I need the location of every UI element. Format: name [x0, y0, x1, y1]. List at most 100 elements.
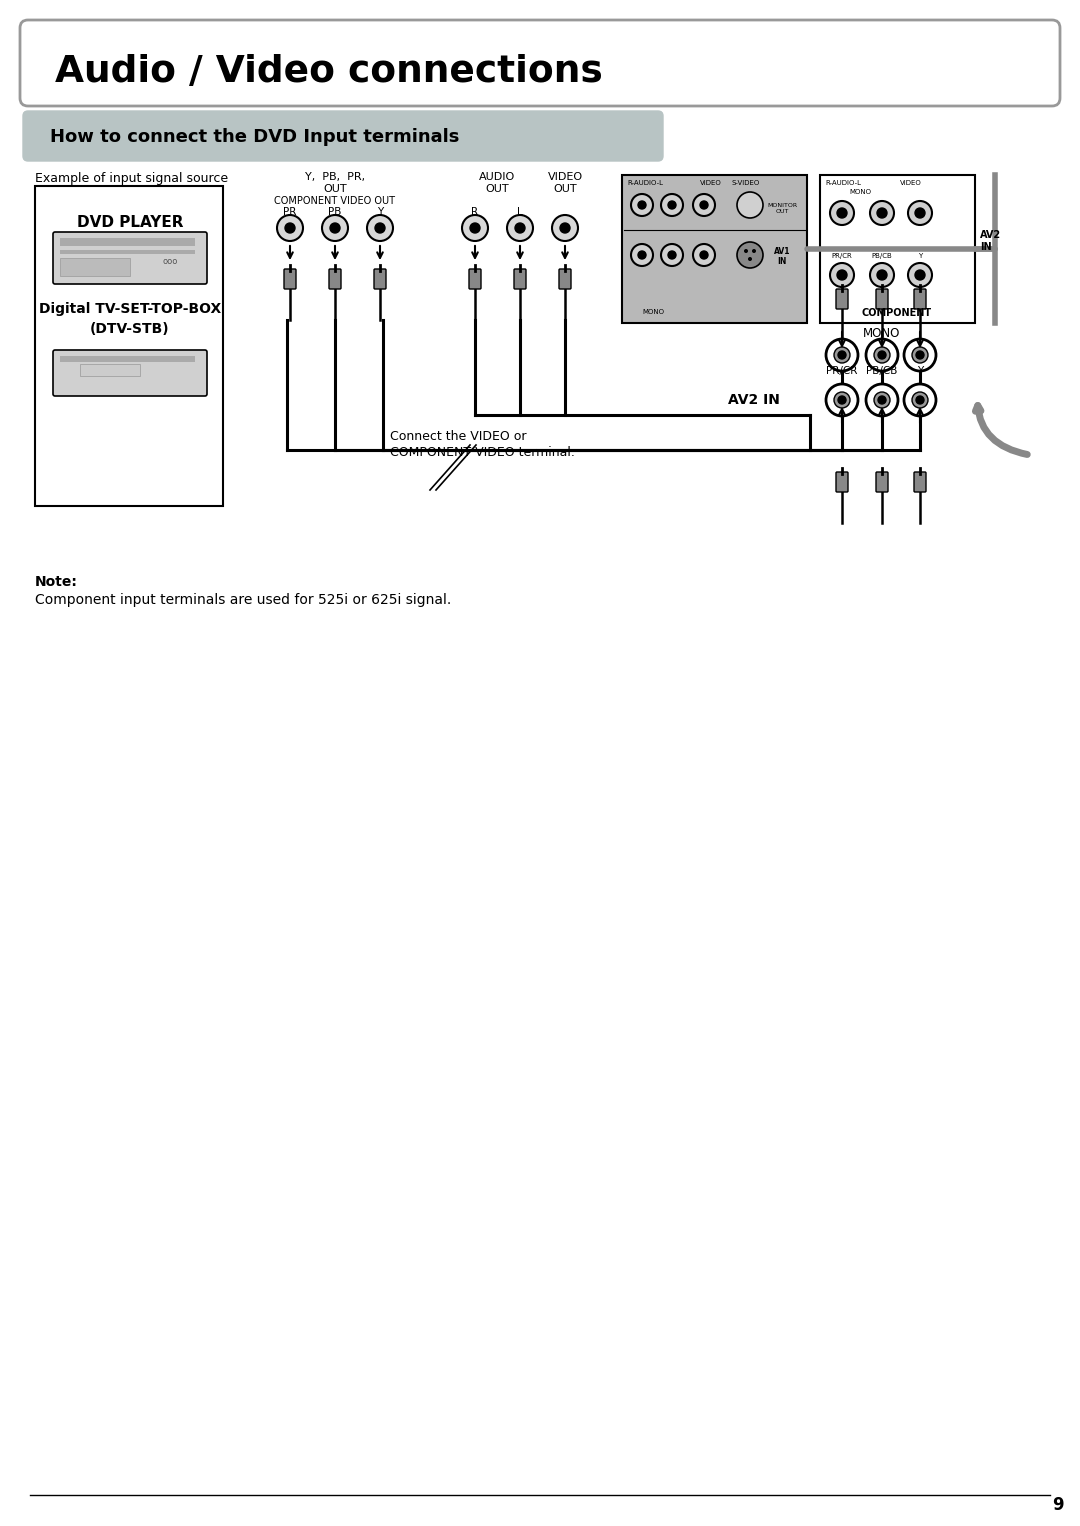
Circle shape [462, 215, 488, 241]
FancyBboxPatch shape [469, 269, 481, 288]
Circle shape [737, 192, 762, 218]
Text: VIDEO: VIDEO [700, 180, 721, 186]
Circle shape [916, 351, 924, 359]
Text: AUDIO: AUDIO [478, 172, 515, 182]
Circle shape [877, 208, 887, 218]
Circle shape [507, 215, 534, 241]
Text: S-VIDEO: S-VIDEO [732, 180, 760, 186]
FancyBboxPatch shape [284, 269, 296, 288]
FancyBboxPatch shape [53, 232, 207, 284]
Text: VIDEO: VIDEO [900, 180, 921, 186]
Text: Y: Y [377, 208, 383, 217]
Circle shape [276, 215, 303, 241]
Circle shape [693, 244, 715, 266]
FancyBboxPatch shape [914, 288, 926, 308]
FancyBboxPatch shape [514, 269, 526, 288]
Text: OUT: OUT [485, 185, 509, 194]
FancyBboxPatch shape [914, 472, 926, 491]
Circle shape [552, 215, 578, 241]
Text: (DTV-STB): (DTV-STB) [91, 322, 170, 336]
FancyBboxPatch shape [876, 472, 888, 491]
Text: R-AUDIO-L: R-AUDIO-L [627, 180, 663, 186]
Text: How to connect the DVD Input terminals: How to connect the DVD Input terminals [50, 128, 459, 146]
Circle shape [834, 392, 850, 407]
Circle shape [748, 256, 752, 261]
Circle shape [866, 339, 897, 371]
Text: PB/CB: PB/CB [866, 366, 897, 375]
Text: ooo: ooo [163, 258, 178, 267]
Text: R-AUDIO-L: R-AUDIO-L [825, 180, 861, 186]
Text: Example of input signal source: Example of input signal source [35, 172, 228, 185]
Text: PR/CR: PR/CR [826, 366, 858, 375]
Circle shape [661, 244, 683, 266]
Text: OUT: OUT [553, 185, 577, 194]
Text: DVD PLAYER: DVD PLAYER [77, 215, 184, 230]
Circle shape [916, 397, 924, 404]
Text: IN: IN [980, 243, 991, 252]
Text: R: R [472, 208, 478, 217]
Circle shape [908, 201, 932, 224]
Circle shape [838, 351, 846, 359]
Text: AV2: AV2 [980, 230, 1001, 240]
Text: Connect the VIDEO or: Connect the VIDEO or [390, 430, 527, 443]
Circle shape [915, 208, 924, 218]
FancyBboxPatch shape [23, 111, 663, 162]
Circle shape [561, 223, 570, 233]
Circle shape [638, 250, 646, 259]
Circle shape [693, 194, 715, 217]
Text: MONO: MONO [863, 327, 901, 340]
Circle shape [877, 270, 887, 279]
FancyBboxPatch shape [374, 269, 386, 288]
Bar [60, 356, 195, 362]
Text: MONITOR
OUT: MONITOR OUT [767, 203, 797, 214]
Text: 9: 9 [1052, 1495, 1064, 1514]
Text: MONO: MONO [849, 189, 870, 195]
Circle shape [866, 385, 897, 417]
Text: OUT: OUT [323, 185, 347, 194]
Circle shape [631, 244, 653, 266]
Text: MONO: MONO [642, 308, 664, 314]
Circle shape [912, 346, 928, 363]
FancyBboxPatch shape [21, 20, 1059, 105]
Text: Y,  PB,  PR,: Y, PB, PR, [305, 172, 365, 182]
Circle shape [838, 397, 846, 404]
Circle shape [915, 270, 924, 279]
Circle shape [375, 223, 384, 233]
Text: Y: Y [917, 366, 923, 375]
Circle shape [874, 346, 890, 363]
Circle shape [744, 249, 748, 253]
Text: COMPONENT VIDEO OUT: COMPONENT VIDEO OUT [274, 195, 395, 206]
Bar [622, 175, 807, 324]
Text: Digital TV-SET-TOP-BOX: Digital TV-SET-TOP-BOX [39, 302, 221, 316]
Circle shape [367, 215, 393, 241]
Circle shape [669, 201, 676, 209]
Circle shape [631, 194, 653, 217]
Bar [60, 258, 130, 276]
Text: Audio / Video connections: Audio / Video connections [55, 53, 603, 90]
Circle shape [700, 250, 708, 259]
FancyBboxPatch shape [53, 349, 207, 397]
Circle shape [826, 385, 858, 417]
Circle shape [737, 243, 762, 269]
Circle shape [878, 397, 886, 404]
Text: AV1
IN: AV1 IN [773, 247, 791, 267]
Circle shape [834, 346, 850, 363]
Text: PR/CR: PR/CR [832, 253, 852, 259]
Text: PB/CB: PB/CB [872, 253, 892, 259]
Circle shape [831, 201, 854, 224]
Circle shape [700, 201, 708, 209]
FancyBboxPatch shape [329, 269, 341, 288]
Text: L: L [517, 208, 523, 217]
Circle shape [870, 262, 894, 287]
Circle shape [837, 270, 847, 279]
Text: Component input terminals are used for 525i or 625i signal.: Component input terminals are used for 5… [35, 594, 451, 607]
Text: PR: PR [283, 208, 297, 217]
Circle shape [826, 339, 858, 371]
Circle shape [874, 392, 890, 407]
Text: COMPONENT: COMPONENT [862, 308, 932, 317]
Circle shape [870, 201, 894, 224]
Circle shape [661, 194, 683, 217]
Circle shape [904, 339, 936, 371]
Text: Note:: Note: [35, 575, 78, 589]
Circle shape [908, 262, 932, 287]
